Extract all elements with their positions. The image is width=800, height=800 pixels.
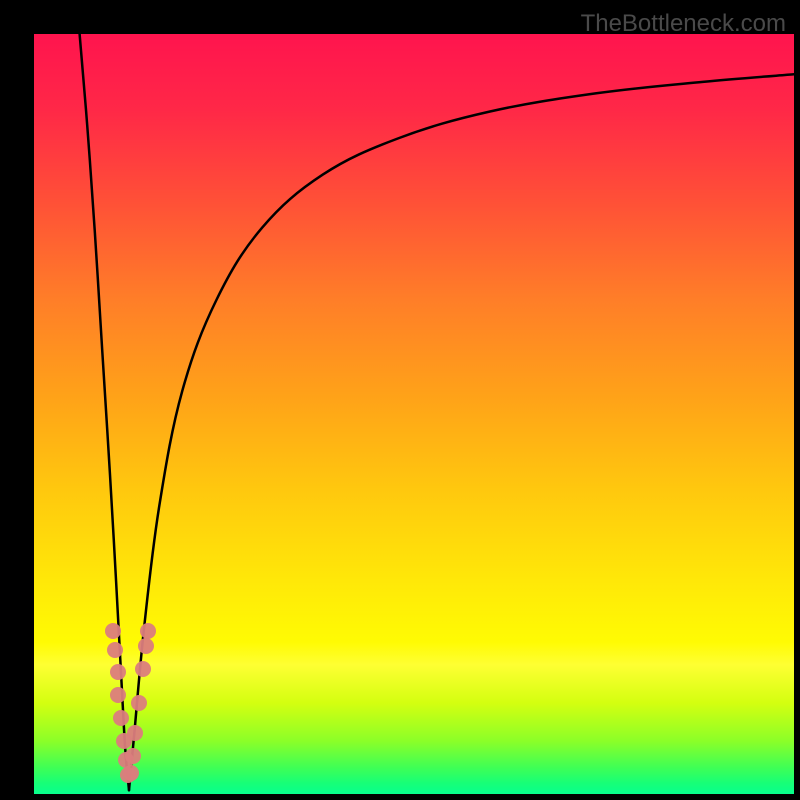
data-marker — [110, 687, 126, 703]
chart-container: { "canvas": { "width": 800, "height": 80… — [0, 0, 800, 800]
data-marker — [107, 642, 123, 658]
watermark-label: TheBottleneck.com — [581, 10, 786, 38]
data-marker — [127, 725, 143, 741]
data-marker — [138, 638, 154, 654]
data-marker — [131, 695, 147, 711]
data-marker — [105, 623, 121, 639]
data-marker — [123, 765, 139, 781]
data-marker — [140, 623, 156, 639]
data-marker — [125, 748, 141, 764]
data-marker — [110, 664, 126, 680]
data-markers-layer — [34, 34, 794, 794]
data-marker — [113, 710, 129, 726]
data-marker — [135, 661, 151, 677]
plot-area — [34, 34, 794, 794]
